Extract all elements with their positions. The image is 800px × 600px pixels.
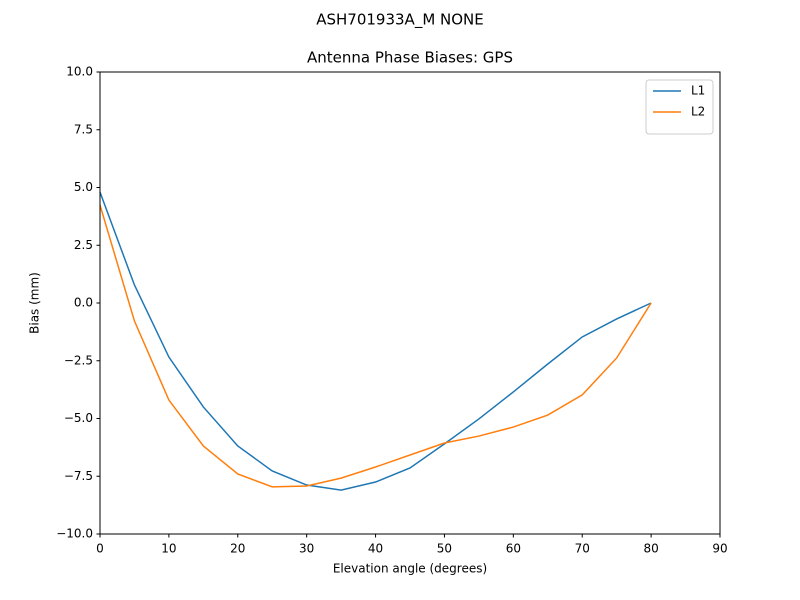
line-series <box>99 204 652 488</box>
x-tick-label: 60 <box>506 542 521 556</box>
y-tick-label: −2.5 <box>64 353 93 367</box>
y-tick-label: 0.0 <box>74 296 93 310</box>
x-tick-label: 0 <box>96 542 104 556</box>
y-tick-label: 10.0 <box>66 65 93 79</box>
x-tick-label: 40 <box>368 542 383 556</box>
line-series <box>99 191 652 491</box>
x-tick-label: 70 <box>575 542 590 556</box>
y-tick-label: 7.5 <box>74 122 93 136</box>
x-tick-label: 30 <box>299 542 314 556</box>
x-tick-label: 90 <box>712 542 727 556</box>
x-tick-label: 50 <box>437 542 452 556</box>
suptitle: ASH701933A_M NONE <box>316 11 484 30</box>
x-axis-label: Elevation angle (degrees) <box>333 562 487 576</box>
plot-frame <box>99 71 721 535</box>
y-tick-label: 2.5 <box>74 238 93 252</box>
y-tick-label: 5.0 <box>74 180 93 194</box>
y-tick-label: −7.5 <box>64 469 93 483</box>
legend-label: L2 <box>691 105 705 119</box>
x-tick-label: 80 <box>643 542 658 556</box>
x-tick-label: 20 <box>230 542 245 556</box>
legend-label: L1 <box>691 84 705 98</box>
y-axis-label: Bias (mm) <box>28 272 42 334</box>
y-tick-label: −10.0 <box>56 527 93 541</box>
x-tick-label: 10 <box>161 542 176 556</box>
chart-title: Antenna Phase Biases: GPS <box>307 49 513 67</box>
y-tick-label: −5.0 <box>64 411 93 425</box>
legend-box <box>645 79 714 135</box>
